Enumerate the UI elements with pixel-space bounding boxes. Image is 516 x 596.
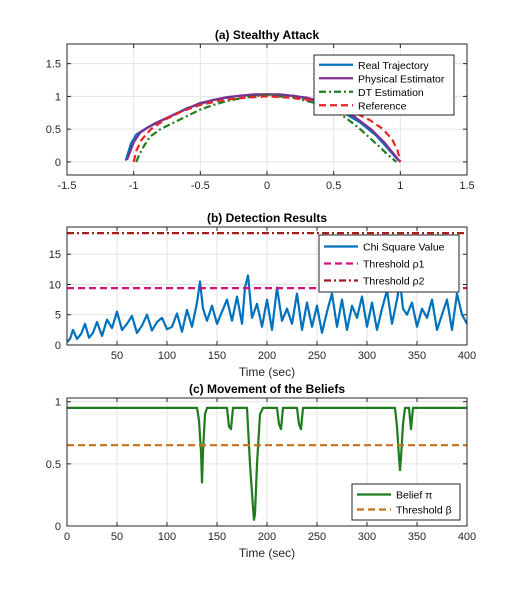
legend-box bbox=[318, 234, 460, 293]
legend-label: Chi Square Value bbox=[363, 242, 445, 254]
x-tick-label: 400 bbox=[458, 531, 476, 543]
series-line-4 bbox=[132, 95, 402, 163]
legend-label: Reference bbox=[358, 100, 407, 112]
y-tick-label: 0.5 bbox=[46, 124, 61, 136]
legend-label: Threshold ρ2 bbox=[363, 276, 425, 288]
x-tick-label: 50 bbox=[111, 531, 123, 543]
x-axis-label: Time (sec) bbox=[239, 546, 295, 560]
x-tick-label: 200 bbox=[258, 350, 276, 362]
chart-title: (b) Detection Results bbox=[207, 211, 327, 225]
x-tick-label: 250 bbox=[308, 531, 326, 543]
x-tick-label: 150 bbox=[208, 350, 226, 362]
chart-2: 50 100 150 200 250 300 350 400 0 5 10 15 (b) Detecti… bbox=[49, 211, 476, 379]
legend: Belief π Threshold β bbox=[351, 483, 461, 521]
x-tick-label: -1.5 bbox=[58, 180, 77, 192]
x-tick-label: 300 bbox=[358, 350, 376, 362]
chart-1: -1.5 -1 -0.5 0 0.5 1 1.5 0 0.5 1 1.5 (a) Stealthy A… bbox=[46, 28, 475, 192]
y-tick-label: 1 bbox=[55, 91, 61, 103]
y-tick-label: 5 bbox=[55, 310, 61, 322]
x-tick-label: 100 bbox=[158, 531, 176, 543]
legend-box bbox=[351, 483, 461, 521]
chart-title: (c) Movement of the Beliefs bbox=[189, 382, 345, 396]
x-tick-label: 350 bbox=[408, 531, 426, 543]
x-tick-label: 250 bbox=[308, 350, 326, 362]
y-tick-label: 0 bbox=[55, 340, 61, 352]
x-tick-label: 1.5 bbox=[459, 180, 474, 192]
x-axis-label: Time (sec) bbox=[239, 365, 295, 379]
y-tick-label: 0.5 bbox=[46, 459, 61, 471]
y-tick-label: 0 bbox=[55, 157, 61, 169]
x-tick-label: 200 bbox=[258, 531, 276, 543]
chart-3: 0 50 100 150 200 250 300 350 400 0 0.5 1 (c) Movemen… bbox=[46, 382, 476, 560]
x-tick-label: 150 bbox=[208, 531, 226, 543]
legend-label: Real Trajectory bbox=[358, 60, 429, 72]
x-tick-label: -0.5 bbox=[191, 180, 210, 192]
x-tick-label: 0 bbox=[64, 531, 70, 543]
series-line-3 bbox=[135, 93, 398, 163]
legend: Chi Square Value Threshold ρ1 Threshold ρ2 bbox=[318, 234, 460, 293]
y-tick-label: 0 bbox=[55, 521, 61, 533]
y-tick-label: 1 bbox=[55, 397, 61, 409]
chart-title: (a) Stealthy Attack bbox=[215, 28, 320, 42]
y-tick-label: 10 bbox=[49, 279, 61, 291]
x-tick-label: -1 bbox=[129, 180, 139, 192]
y-tick-label: 1.5 bbox=[46, 59, 61, 71]
series-line-1 bbox=[67, 406, 467, 521]
x-tick-label: 350 bbox=[408, 350, 426, 362]
x-tick-label: 50 bbox=[111, 350, 123, 362]
x-tick-label: 1 bbox=[397, 180, 403, 192]
y-tick-label: 15 bbox=[49, 249, 61, 261]
x-tick-label: 0.5 bbox=[326, 180, 341, 192]
legend-label: Threshold β bbox=[396, 505, 452, 517]
legend-label: Threshold ρ1 bbox=[363, 259, 425, 271]
x-tick-label: 0 bbox=[264, 180, 270, 192]
legend-label: Physical Estimator bbox=[358, 73, 445, 85]
x-tick-label: 100 bbox=[158, 350, 176, 362]
x-tick-label: 300 bbox=[358, 531, 376, 543]
legend-label: Belief π bbox=[396, 490, 432, 502]
legend-label: DT Estimation bbox=[358, 87, 424, 99]
x-tick-label: 400 bbox=[458, 350, 476, 362]
